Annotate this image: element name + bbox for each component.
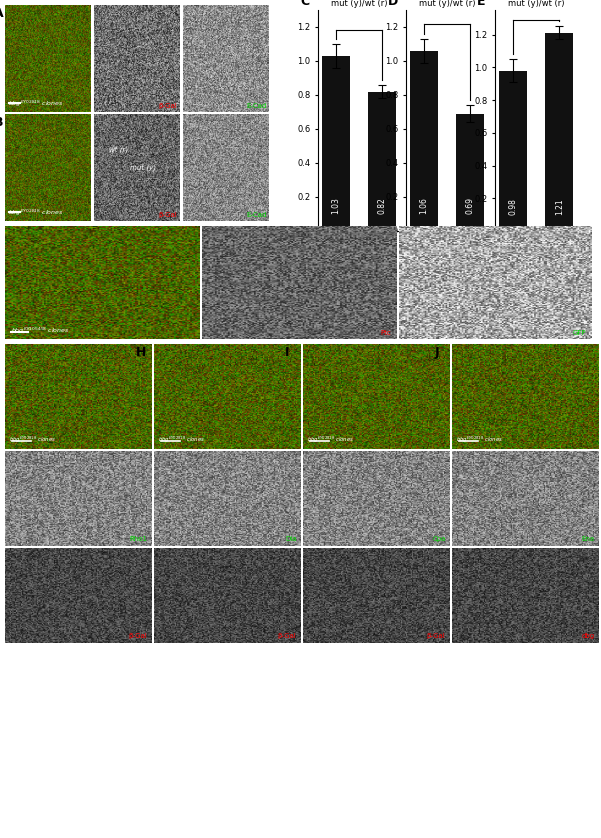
Text: I: I [285,346,290,360]
Text: β-Gal: β-Gal [427,634,445,639]
Text: Cpa: Cpa [432,536,445,542]
Text: C: C [300,0,309,8]
Text: $bbg^{EY02818}$ clones: $bbg^{EY02818}$ clones [159,434,206,445]
Text: GFP: GFP [573,329,586,335]
Text: $bbg^{KK105458}$ clones: $bbg^{KK105458}$ clones [11,325,70,335]
Text: Ptc: Ptc [380,329,391,335]
Text: 0.98: 0.98 [508,198,517,215]
Text: E: E [477,0,486,8]
Text: mut (y): mut (y) [130,164,156,171]
Text: β-Gal: β-Gal [278,634,296,639]
Bar [410,51,438,231]
Text: J: J [435,346,439,360]
Bar [368,91,396,231]
Text: $bbg^{EY02818}$ clones: $bbg^{EY02818}$ clones [8,99,63,109]
Title: Cell #
mut (y)/wt (r): Cell # mut (y)/wt (r) [419,0,475,8]
Text: $bbg^{EY02818}$ clones: $bbg^{EY02818}$ clones [10,434,56,445]
Text: β-Gal: β-Gal [129,634,148,639]
Text: A: A [0,8,4,20]
Text: wt (r): wt (r) [109,147,129,153]
Bar [322,56,350,231]
Title: Area
mut (y)/wt (r): Area mut (y)/wt (r) [331,0,387,8]
Text: β-Gal: β-Gal [159,212,177,218]
Text: 0.82: 0.82 [378,197,387,214]
Title: Apex size
mut (y)/wt (r): Apex size mut (y)/wt (r) [508,0,564,8]
Text: D: D [388,0,398,8]
Text: 1.03: 1.03 [331,197,340,214]
Text: 1.06: 1.06 [419,197,428,214]
Text: $bbg^{EY02818}$ clones: $bbg^{EY02818}$ clones [307,434,355,445]
Text: H: H [136,346,147,360]
Text: E-Cad: E-Cad [246,103,266,109]
Text: 0.69: 0.69 [466,197,475,214]
Bar [545,33,573,231]
Text: E-Cad: E-Cad [246,212,266,218]
Text: Ena: Ena [581,536,594,542]
Text: 1.21: 1.21 [555,198,564,215]
Text: $bbg^{EY02818}$ clones: $bbg^{EY02818}$ clones [456,434,504,445]
Bar [499,70,526,231]
Text: Rho1: Rho1 [130,536,148,542]
Text: Dia: Dia [285,536,296,542]
Bar [456,114,484,231]
Text: dbg: dbg [581,634,594,639]
Text: B: B [0,116,4,129]
Text: β-Gal: β-Gal [159,103,177,109]
Text: $bbg^{EY02818}$ clones: $bbg^{EY02818}$ clones [8,208,63,218]
